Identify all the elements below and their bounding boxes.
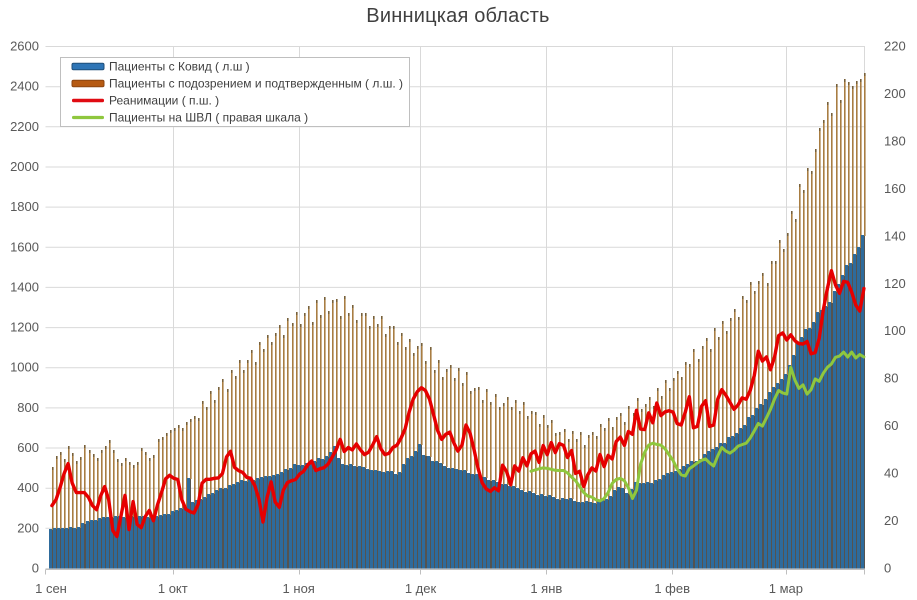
svg-text:Пациенты на ШВЛ ( правая шкала: Пациенты на ШВЛ ( правая шкала ) bbox=[109, 111, 308, 125]
svg-text:1 ноя: 1 ноя bbox=[283, 581, 315, 596]
svg-text:Пациенты с Ковид ( л.ш ): Пациенты с Ковид ( л.ш ) bbox=[109, 60, 250, 74]
svg-text:Реанимации ( п.ш. ): Реанимации ( п.ш. ) bbox=[109, 94, 219, 108]
svg-text:1 окт: 1 окт bbox=[158, 581, 188, 596]
svg-text:40: 40 bbox=[884, 466, 898, 481]
svg-text:60: 60 bbox=[884, 418, 898, 433]
svg-text:220: 220 bbox=[884, 39, 906, 54]
svg-text:2200: 2200 bbox=[10, 119, 39, 134]
svg-text:1 сен: 1 сен bbox=[35, 581, 67, 596]
svg-text:200: 200 bbox=[17, 520, 39, 535]
svg-text:160: 160 bbox=[884, 181, 906, 196]
svg-text:140: 140 bbox=[884, 228, 906, 243]
svg-text:20: 20 bbox=[884, 513, 898, 528]
svg-text:1000: 1000 bbox=[10, 360, 39, 375]
svg-text:1600: 1600 bbox=[10, 239, 39, 254]
svg-text:1 мар: 1 мар bbox=[769, 581, 803, 596]
svg-text:2400: 2400 bbox=[10, 79, 39, 94]
svg-text:1 янв: 1 янв bbox=[530, 581, 562, 596]
svg-text:1800: 1800 bbox=[10, 199, 39, 214]
svg-text:120: 120 bbox=[884, 276, 906, 291]
svg-text:0: 0 bbox=[32, 561, 39, 576]
svg-text:400: 400 bbox=[17, 480, 39, 495]
svg-text:180: 180 bbox=[884, 133, 906, 148]
svg-text:0: 0 bbox=[884, 561, 891, 576]
svg-text:200: 200 bbox=[884, 86, 906, 101]
svg-text:2000: 2000 bbox=[10, 159, 39, 174]
svg-text:Винницкая область: Винницкая область bbox=[366, 5, 549, 27]
svg-text:1 фев: 1 фев bbox=[654, 581, 690, 596]
svg-text:800: 800 bbox=[17, 400, 39, 415]
svg-text:600: 600 bbox=[17, 440, 39, 455]
svg-text:1400: 1400 bbox=[10, 279, 39, 294]
svg-text:2600: 2600 bbox=[10, 39, 39, 54]
svg-text:80: 80 bbox=[884, 371, 898, 386]
svg-text:100: 100 bbox=[884, 323, 906, 338]
svg-text:Пациенты с подозрением и подтв: Пациенты с подозрением и подтвержденным … bbox=[109, 77, 403, 91]
svg-text:1200: 1200 bbox=[10, 320, 39, 335]
svg-text:1 дек: 1 дек bbox=[405, 581, 437, 596]
